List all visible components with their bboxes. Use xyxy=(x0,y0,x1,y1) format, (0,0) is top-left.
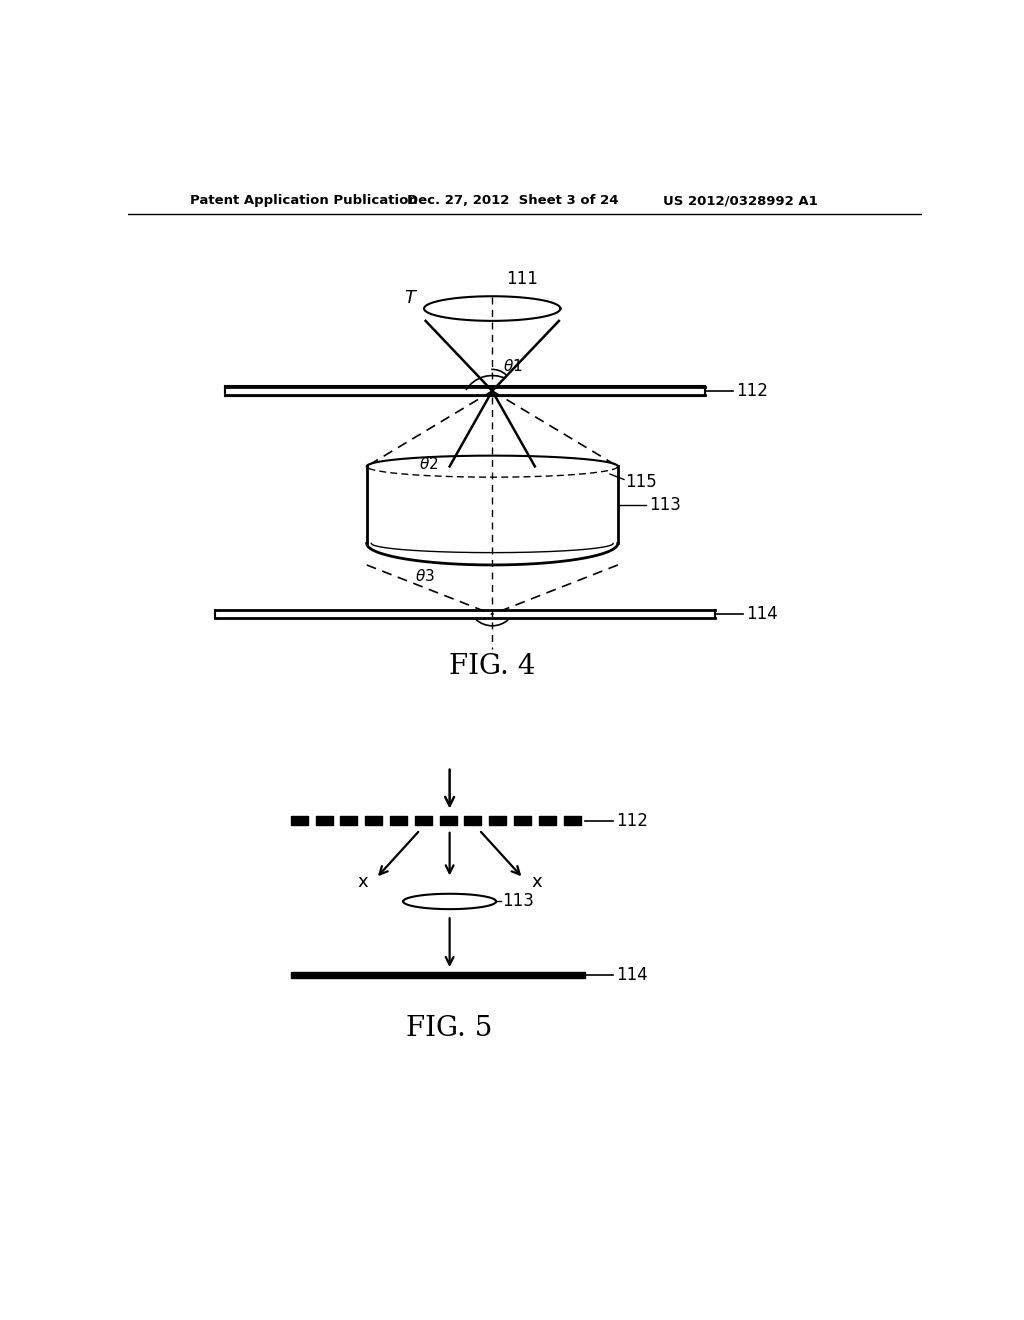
Text: $\theta$1: $\theta$1 xyxy=(503,358,522,374)
Text: $\theta$3: $\theta$3 xyxy=(415,568,434,583)
Text: FIG. 5: FIG. 5 xyxy=(407,1015,493,1041)
Text: 114: 114 xyxy=(746,606,778,623)
Text: 112: 112 xyxy=(616,812,648,829)
Text: 114: 114 xyxy=(616,966,648,983)
Bar xyxy=(225,387,706,396)
Text: FIG. 4: FIG. 4 xyxy=(450,653,536,680)
Text: Dec. 27, 2012  Sheet 3 of 24: Dec. 27, 2012 Sheet 3 of 24 xyxy=(407,194,618,207)
Text: x: x xyxy=(357,874,369,891)
Text: x: x xyxy=(531,874,542,891)
Text: T: T xyxy=(403,289,415,306)
Text: 115: 115 xyxy=(626,473,657,491)
Text: US 2012/0328992 A1: US 2012/0328992 A1 xyxy=(663,194,817,207)
Text: 111: 111 xyxy=(506,271,538,288)
Text: 112: 112 xyxy=(736,381,768,400)
Text: 113: 113 xyxy=(503,892,535,911)
Text: Patent Application Publication: Patent Application Publication xyxy=(190,194,418,207)
Text: $\theta$2: $\theta$2 xyxy=(419,457,438,473)
Text: 113: 113 xyxy=(649,496,681,513)
